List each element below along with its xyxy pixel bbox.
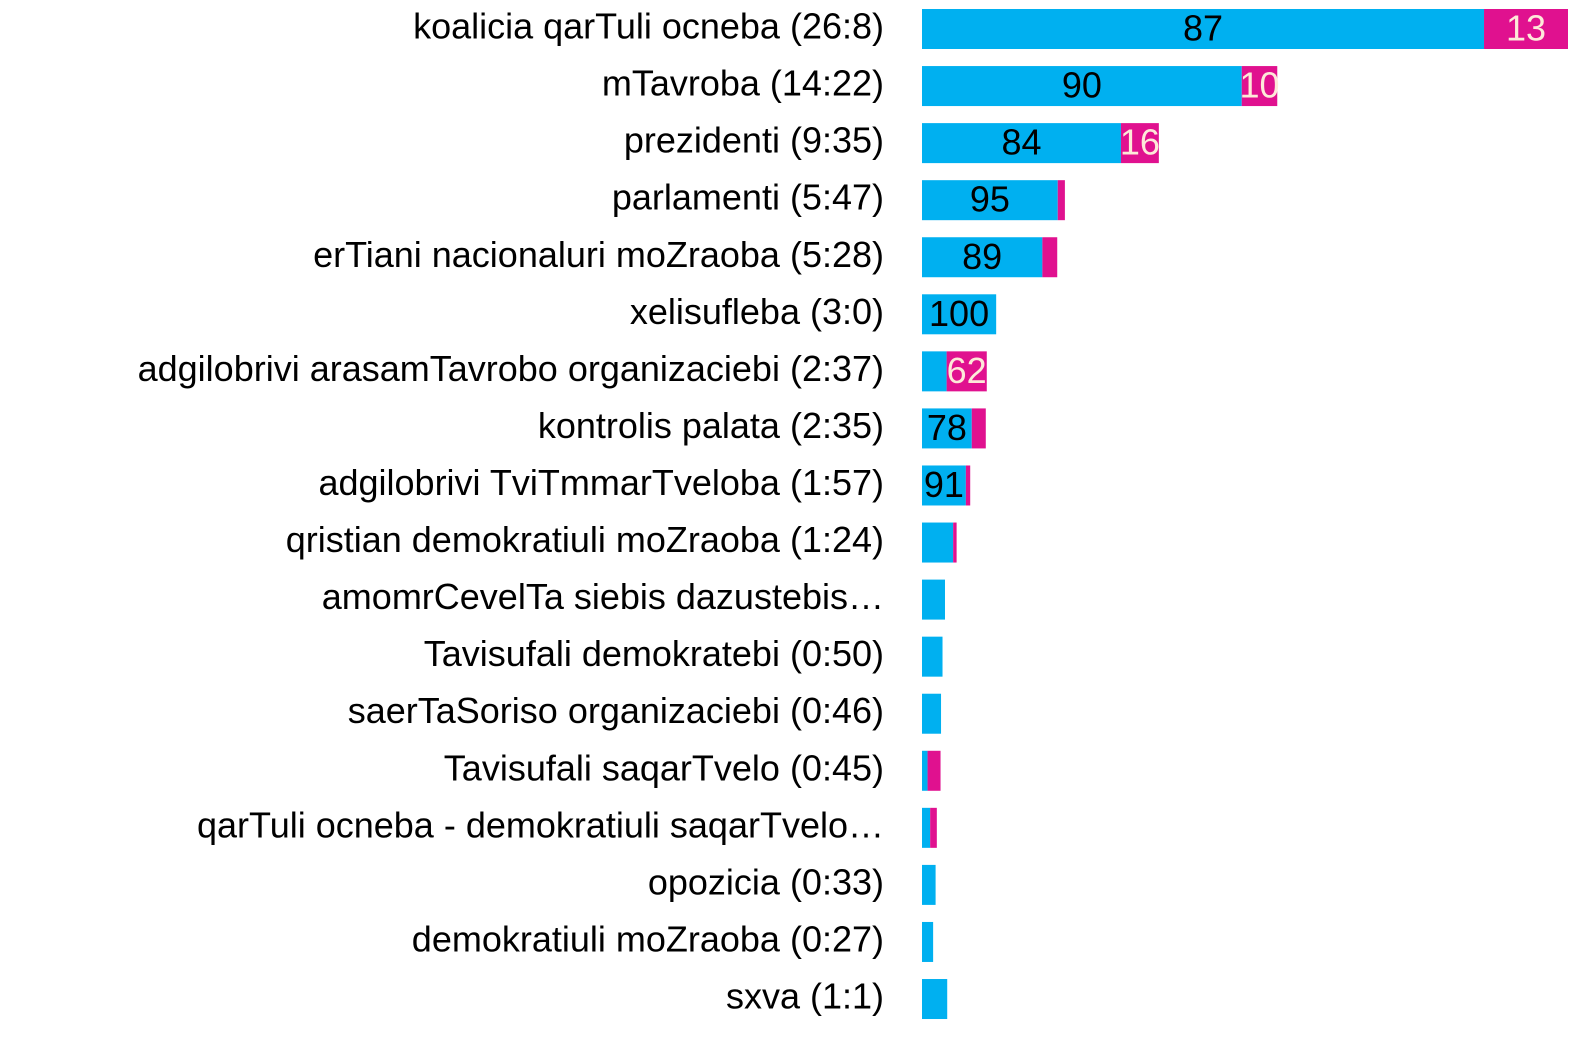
bar-segment [1484,9,1568,49]
value-label: 87 [1183,8,1223,49]
bar-segment [922,408,972,449]
category-label: Tavisufali saqarTvelo (0:45) [444,747,884,788]
bar-segment [922,465,966,506]
bar-segment [971,408,986,449]
bar-segment [922,921,934,962]
bar-segment [922,9,1485,49]
bar-segment [922,66,1242,107]
value-label: 95 [970,179,1010,220]
bar-segment [922,750,928,791]
value-label: 62 [947,350,987,391]
bar-segment [1057,180,1065,221]
bar-segment [922,979,948,1020]
bar-segment [922,294,997,335]
bar-segment [1042,237,1058,278]
category-label: saerTaSoriso organizaciebi (0:46) [348,690,884,731]
bar-segment [922,579,945,620]
value-label: 16 [1120,122,1160,163]
bar-segment [922,807,931,848]
bar-segment [922,351,947,392]
bar-segment [922,636,943,677]
bar-segment [965,465,971,506]
value-label: 13 [1506,8,1546,49]
bar-segment [922,180,1058,221]
value-label: 78 [927,407,967,448]
category-label: demokratiuli moZraoba (0:27) [412,918,884,959]
value-label: 100 [929,293,989,334]
category-label: qarTuli ocneba - demokratiuli saqarTvelo… [197,804,884,845]
bar-segment [953,522,957,563]
category-label: opozicia (0:33) [648,861,884,902]
category-label: parlamenti (5:47) [612,177,884,218]
value-label: 90 [1062,65,1102,106]
bar-segment [1120,123,1159,164]
value-label: 84 [1001,122,1041,163]
bar-segment [922,864,936,905]
bar-segment [1241,66,1278,107]
value-label: 91 [924,464,964,505]
category-label: mTavroba (14:22) [602,63,884,104]
category-label: Tavisufali demokratebi (0:50) [424,633,884,674]
category-label: koalicia qarTuli ocneba (26:8) [413,6,884,47]
bar-segment [922,522,954,563]
category-label: prezidenti (9:35) [624,120,884,161]
category-label: sxva (1:1) [726,976,884,1017]
bar-segment [927,750,941,791]
category-label: kontrolis palata (2:35) [538,405,884,446]
category-label: erTiani nacionaluri moZraoba (5:28) [313,234,884,275]
bar-segment [922,237,1043,278]
category-label: adgilobrivi arasamTavrobo organizaciebi … [138,348,884,389]
bar-segment [922,123,1121,164]
category-label: adgilobrivi TviTmmarTveloba (1:57) [318,462,884,503]
bar-segment [930,807,937,848]
value-label: 89 [962,236,1002,277]
bar-segment [922,693,942,734]
category-label: amomrCevelTa siebis dazustebis… [322,576,884,617]
category-label: qristian demokratiuli moZraoba (1:24) [286,519,884,560]
bar-segment [946,351,987,392]
value-label: 10 [1239,65,1279,106]
category-label: xelisufleba (3:0) [630,291,884,332]
